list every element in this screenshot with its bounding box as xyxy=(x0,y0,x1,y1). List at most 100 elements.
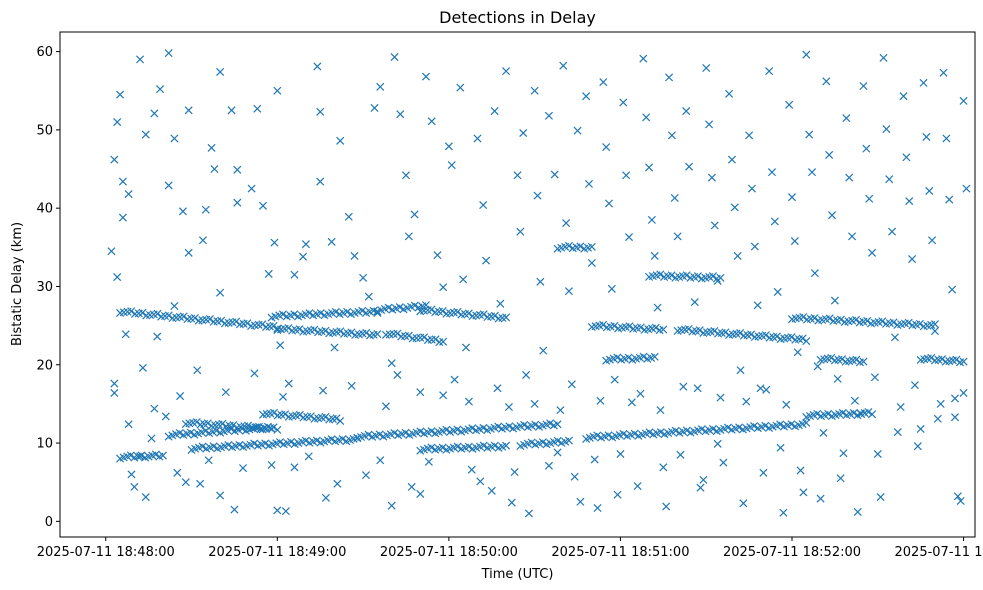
track-point xyxy=(490,311,499,320)
data-point xyxy=(196,479,205,488)
data-point xyxy=(828,211,837,220)
data-point xyxy=(919,78,928,87)
data-point xyxy=(536,277,545,286)
track-point xyxy=(813,409,822,418)
data-point xyxy=(350,251,359,260)
data-point xyxy=(513,171,522,180)
data-point xyxy=(799,488,808,497)
data-point xyxy=(253,104,262,113)
track-point xyxy=(836,315,845,324)
data-point xyxy=(216,67,225,76)
y-tick-label: 20 xyxy=(36,358,53,373)
data-point xyxy=(882,125,891,134)
data-point xyxy=(347,381,356,390)
track-point xyxy=(395,303,404,312)
data-point xyxy=(659,463,668,472)
data-point xyxy=(507,498,516,507)
track-point xyxy=(305,309,314,318)
data-point xyxy=(559,61,568,70)
track-point xyxy=(464,309,473,318)
data-point xyxy=(233,165,242,174)
data-point xyxy=(524,509,533,518)
data-point xyxy=(473,134,482,143)
data-point xyxy=(665,73,674,82)
data-point xyxy=(573,126,582,135)
data-point xyxy=(750,242,759,251)
data-point xyxy=(230,505,239,514)
data-point xyxy=(522,370,531,379)
data-point xyxy=(439,391,448,400)
data-point xyxy=(113,273,122,282)
data-point xyxy=(936,399,945,408)
data-point xyxy=(327,237,336,246)
data-point xyxy=(930,327,939,336)
track-point xyxy=(667,271,676,280)
data-point xyxy=(198,236,207,245)
track-point xyxy=(127,307,136,316)
data-point xyxy=(636,389,645,398)
track-point xyxy=(671,426,680,435)
data-point xyxy=(330,343,339,352)
data-point xyxy=(642,113,651,122)
data-point xyxy=(124,420,133,429)
data-point xyxy=(759,468,768,477)
data-point xyxy=(627,398,636,407)
data-point xyxy=(118,213,127,222)
data-point xyxy=(753,301,762,310)
data-point xyxy=(868,248,877,257)
track-point xyxy=(613,353,622,362)
track-point xyxy=(859,357,868,366)
track-point xyxy=(336,416,345,425)
data-point xyxy=(899,92,908,101)
data-point xyxy=(264,269,273,278)
data-point xyxy=(676,450,685,459)
track-point xyxy=(203,419,212,428)
track-point xyxy=(604,431,613,440)
data-point xyxy=(113,118,122,127)
data-point xyxy=(833,374,842,383)
track-point xyxy=(747,330,756,339)
track-point xyxy=(235,440,244,449)
track-point xyxy=(593,431,602,440)
track-point xyxy=(164,311,173,320)
y-tick-label: 60 xyxy=(36,45,53,60)
track-point xyxy=(904,318,913,327)
data-point xyxy=(361,471,370,480)
data-point xyxy=(276,341,285,350)
data-point xyxy=(316,107,325,116)
data-point xyxy=(147,434,156,443)
track-point xyxy=(878,317,887,326)
data-point xyxy=(782,400,791,409)
data-point xyxy=(762,385,771,394)
data-point xyxy=(396,110,405,119)
data-point xyxy=(576,497,585,506)
data-point xyxy=(767,168,777,177)
data-point xyxy=(624,233,634,242)
track-point xyxy=(232,317,241,326)
data-point xyxy=(916,424,925,433)
data-point xyxy=(270,238,279,247)
track-point xyxy=(639,352,648,361)
data-point xyxy=(604,199,614,208)
track-point xyxy=(479,423,488,432)
data-point xyxy=(893,428,902,437)
data-point xyxy=(170,134,179,143)
data-point xyxy=(416,489,425,498)
track-point xyxy=(798,334,807,343)
data-point xyxy=(550,170,559,179)
data-point xyxy=(570,472,579,481)
track-point xyxy=(153,309,162,318)
track-point xyxy=(868,410,877,419)
track-point xyxy=(693,272,702,281)
data-point xyxy=(945,195,954,204)
data-point xyxy=(816,494,825,503)
data-point xyxy=(865,194,874,203)
data-point xyxy=(447,161,456,170)
track-point xyxy=(630,429,639,438)
data-point xyxy=(730,203,739,212)
data-point xyxy=(796,466,805,475)
data-point xyxy=(279,392,288,401)
chart-title: Detections in Delay xyxy=(439,8,596,27)
x-tick-label: 2025-07-11 18:52:00 xyxy=(723,545,861,560)
data-point xyxy=(407,482,416,491)
